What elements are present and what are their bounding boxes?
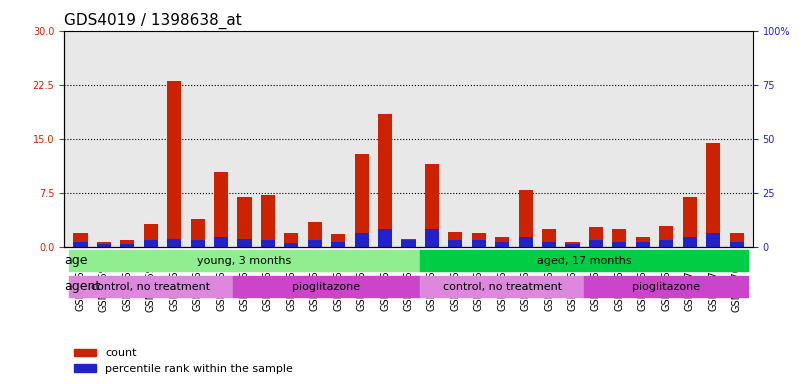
Bar <box>143 224 158 248</box>
Text: pioglitazone: pioglitazone <box>632 281 700 291</box>
Bar <box>425 229 439 248</box>
Bar <box>584 276 748 297</box>
Bar <box>566 242 580 248</box>
Bar <box>612 229 626 248</box>
Bar <box>636 242 650 248</box>
Bar <box>233 276 421 297</box>
Bar <box>74 242 87 248</box>
Bar <box>636 237 650 248</box>
Bar <box>401 240 416 248</box>
Text: GDS4019 / 1398638_at: GDS4019 / 1398638_at <box>64 13 242 29</box>
Bar <box>472 233 486 248</box>
Bar <box>214 237 228 248</box>
Bar <box>378 114 392 248</box>
Text: young, 3 months: young, 3 months <box>197 255 292 265</box>
Bar <box>421 276 584 297</box>
Bar <box>120 244 135 248</box>
Bar <box>191 218 205 248</box>
Bar <box>97 244 111 248</box>
Bar <box>706 233 720 248</box>
Bar <box>261 195 275 248</box>
Bar <box>682 237 697 248</box>
Bar <box>167 239 181 248</box>
Bar <box>495 237 509 248</box>
Bar <box>566 244 580 248</box>
Bar <box>730 242 743 248</box>
Bar <box>612 242 626 248</box>
Bar <box>449 232 462 248</box>
Bar <box>589 227 603 248</box>
Bar <box>69 276 233 297</box>
Bar <box>706 143 720 248</box>
Bar <box>589 240 603 248</box>
FancyArrowPatch shape <box>71 260 416 261</box>
Text: agent: agent <box>65 280 101 293</box>
Bar <box>237 197 252 248</box>
Bar <box>401 239 416 248</box>
Text: control, no treatment: control, no treatment <box>443 281 562 291</box>
Text: control, no treatment: control, no treatment <box>91 281 211 291</box>
FancyArrowPatch shape <box>423 260 744 261</box>
Bar <box>355 154 368 248</box>
Bar <box>355 233 368 248</box>
Bar <box>191 240 205 248</box>
Bar <box>659 226 674 248</box>
Bar <box>518 237 533 248</box>
Bar <box>74 233 87 248</box>
Bar <box>730 233 743 248</box>
Bar <box>69 250 421 271</box>
Bar <box>308 222 322 248</box>
Text: aged, 17 months: aged, 17 months <box>537 255 631 265</box>
Bar <box>682 197 697 248</box>
Bar <box>308 240 322 248</box>
Bar <box>542 229 556 248</box>
Bar <box>495 242 509 248</box>
Bar <box>472 240 486 248</box>
Bar <box>143 240 158 248</box>
Bar <box>97 242 111 248</box>
Bar <box>331 235 345 248</box>
Bar <box>261 240 275 248</box>
Bar <box>167 81 181 248</box>
Legend: count, percentile rank within the sample: count, percentile rank within the sample <box>70 344 297 379</box>
Bar <box>518 190 533 248</box>
Text: age: age <box>65 254 88 267</box>
Bar <box>214 172 228 248</box>
Bar <box>659 240 674 248</box>
Bar <box>237 239 252 248</box>
Bar <box>120 240 135 248</box>
Bar <box>542 242 556 248</box>
Bar <box>284 243 299 248</box>
Text: pioglitazone: pioglitazone <box>292 281 360 291</box>
Bar <box>284 233 299 248</box>
Bar <box>449 240 462 248</box>
Bar <box>421 250 748 271</box>
Bar <box>425 164 439 248</box>
Bar <box>378 229 392 248</box>
Bar <box>331 242 345 248</box>
